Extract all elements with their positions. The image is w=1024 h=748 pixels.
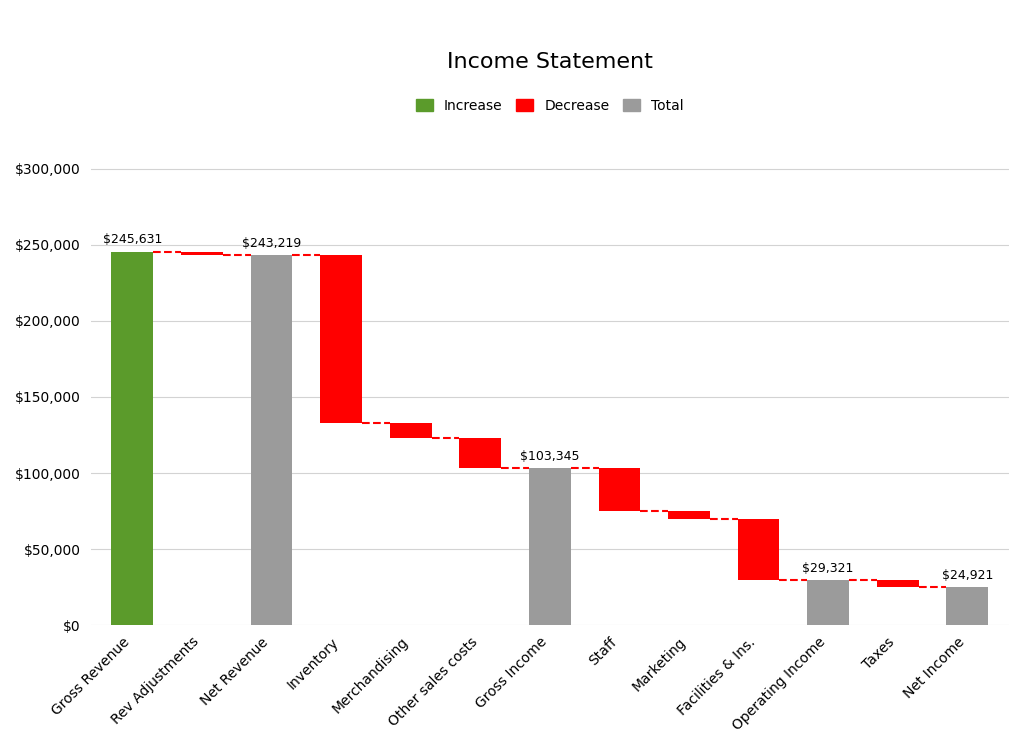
Bar — [251, 255, 293, 625]
Text: $243,219: $243,219 — [242, 237, 301, 250]
Bar — [946, 587, 988, 625]
Bar — [390, 423, 431, 438]
Bar — [529, 468, 570, 625]
Bar — [668, 511, 710, 519]
Text: $103,345: $103,345 — [520, 450, 580, 462]
Bar — [321, 255, 361, 423]
Bar — [460, 438, 501, 468]
Bar — [737, 519, 779, 580]
Text: $29,321: $29,321 — [803, 562, 854, 575]
Bar — [112, 251, 154, 625]
Text: $24,921: $24,921 — [941, 569, 993, 582]
Legend: Increase, Decrease, Total: Increase, Decrease, Total — [411, 94, 689, 118]
Bar — [877, 580, 919, 587]
Bar — [181, 251, 223, 255]
Text: $245,631: $245,631 — [102, 233, 162, 246]
Title: Income Statement: Income Statement — [446, 52, 652, 73]
Bar — [598, 468, 640, 511]
Bar — [807, 580, 849, 625]
